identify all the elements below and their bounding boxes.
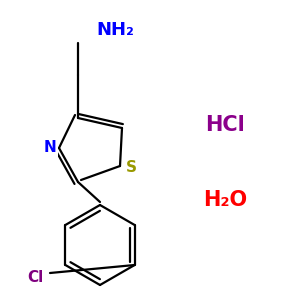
Text: H₂O: H₂O [203,190,247,210]
Text: NH₂: NH₂ [96,21,134,39]
Text: Cl: Cl [27,271,43,286]
Text: HCl: HCl [205,115,245,135]
Text: N: N [44,140,56,155]
Text: S: S [125,160,136,175]
